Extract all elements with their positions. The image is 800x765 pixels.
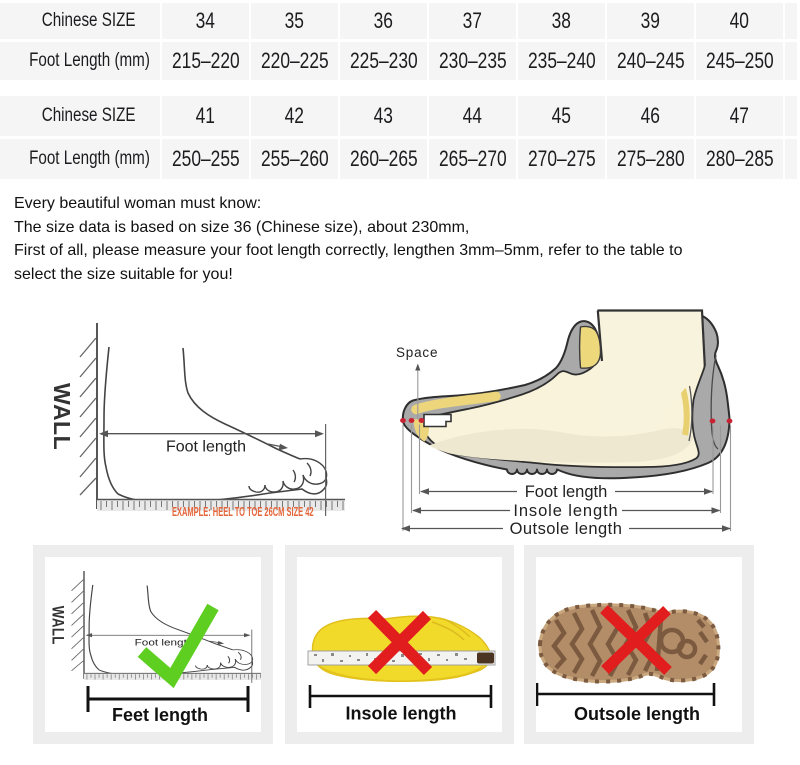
svg-text:Feet length: Feet length (112, 705, 208, 725)
svg-text:Insole length: Insole length (513, 502, 618, 520)
svg-text:Foot length: Foot length (525, 483, 608, 501)
svg-text:Outsole length: Outsole length (510, 520, 623, 538)
svg-text:Insole length: Insole length (345, 704, 456, 724)
svg-text:Space: Space (396, 345, 438, 360)
svg-text:EXAMPLE: HEEL TO TOE 26CM SIZE: EXAMPLE: HEEL TO TOE 26CM SIZE 42 (172, 506, 314, 519)
svg-text:Outsole length: Outsole length (574, 704, 700, 724)
